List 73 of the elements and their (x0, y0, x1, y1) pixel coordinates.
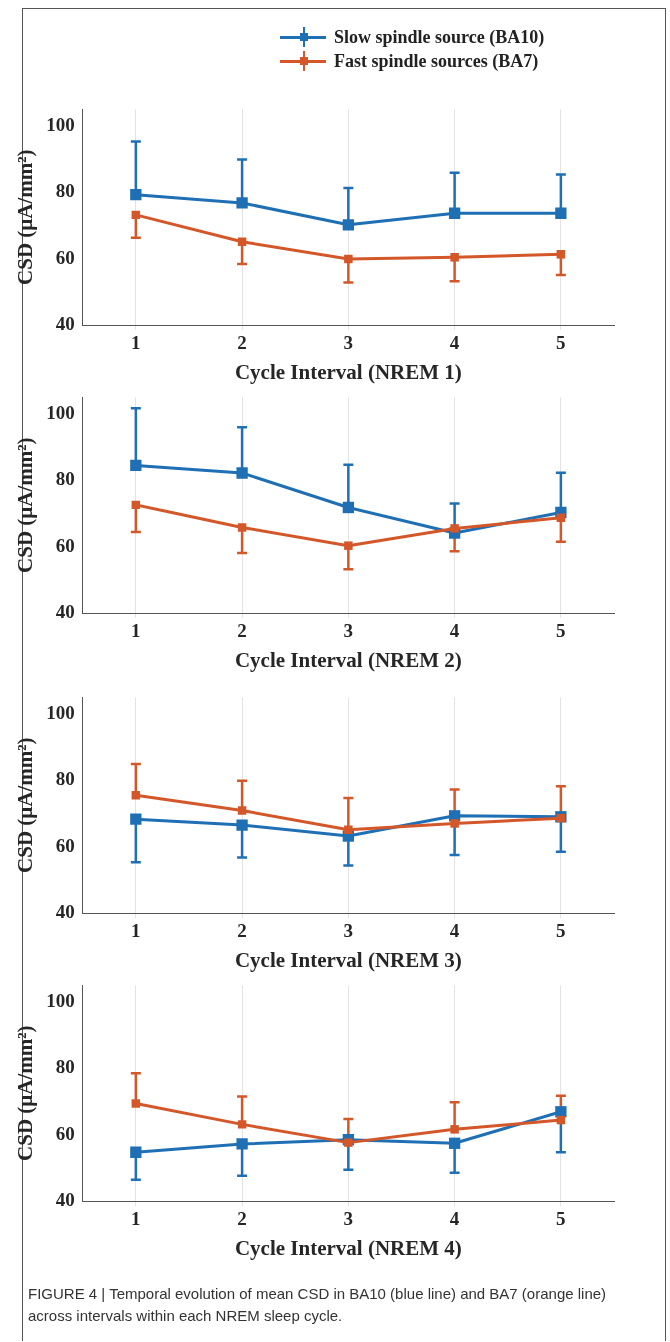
y-tick-label: 60 (55, 534, 75, 556)
point (556, 250, 566, 259)
x-tick-label: 1 (131, 920, 141, 942)
x-tick-label: 5 (556, 920, 566, 942)
y-axis-title: CSD (μA/mm²) (13, 737, 38, 873)
y-tick-label: 100 (46, 113, 75, 135)
y-tick-label: 60 (55, 834, 75, 856)
y-tick-label: 100 (46, 701, 75, 723)
y-tick-label: 80 (55, 468, 75, 490)
legend-label: Fast spindle sources (BA7) (334, 50, 539, 72)
point (130, 813, 142, 825)
point (237, 523, 247, 532)
point (131, 1099, 141, 1108)
y-tick-label: 80 (55, 180, 75, 202)
point (344, 254, 353, 264)
x-tick-label: 3 (343, 620, 354, 642)
point (450, 524, 459, 533)
point (237, 1120, 247, 1129)
x-tick-label: 3 (343, 1208, 354, 1230)
y-tick-label: 100 (46, 989, 75, 1011)
x-axis-title: Cycle Interval (NREM 4) (234, 1235, 462, 1260)
y-tick-label: 60 (55, 246, 75, 268)
point (130, 1146, 142, 1158)
y-tick-label: 40 (55, 1188, 75, 1210)
y-tick-label: 40 (55, 312, 75, 334)
x-tick-label: 1 (131, 1208, 141, 1230)
y-tick-label: 80 (55, 768, 75, 790)
point (450, 253, 459, 262)
x-tick-label: 5 (556, 332, 566, 354)
x-tick-label: 5 (556, 620, 566, 642)
point (448, 207, 461, 219)
point (344, 825, 353, 834)
y-axis-title: CSD (μA/mm²) (13, 1025, 38, 1161)
y-tick-label: 40 (55, 600, 75, 622)
x-tick-label: 1 (131, 620, 141, 642)
y-tick-label: 100 (46, 401, 75, 423)
x-tick-label: 2 (237, 920, 247, 942)
y-tick-label: 60 (55, 1122, 75, 1144)
point (130, 459, 142, 472)
point (236, 197, 248, 209)
point (236, 819, 248, 831)
x-tick-label: 4 (449, 332, 460, 354)
point (237, 806, 247, 815)
x-tick-label: 2 (237, 620, 247, 642)
x-tick-label: 2 (237, 332, 247, 354)
point (236, 467, 248, 479)
y-axis-title: CSD (μA/mm²) (13, 149, 38, 285)
point (342, 501, 355, 514)
legend-label: Slow spindle source (BA10) (334, 26, 545, 48)
caption: FIGURE 4 | Temporal evolution of mean CSD in BA10 (blue line) and BA7 (orange line) across intervals within each NREM sleep cycle. (28, 1284, 608, 1326)
x-tick-label: 1 (131, 332, 141, 354)
point (448, 1137, 461, 1149)
x-tick-label: 4 (449, 1208, 460, 1230)
y-tick-label: 80 (55, 1056, 75, 1078)
x-axis-title: Cycle Interval (NREM 2) (234, 647, 462, 672)
x-tick-label: 2 (237, 1208, 247, 1230)
y-axis-title: CSD (μA/mm²) (13, 437, 38, 573)
point (236, 1138, 248, 1150)
point (555, 207, 567, 219)
point (450, 1125, 459, 1134)
x-axis-title: Cycle Interval (NREM 1) (234, 359, 462, 384)
point (342, 219, 355, 231)
point (130, 188, 142, 201)
point (344, 541, 353, 550)
point (450, 819, 459, 828)
x-tick-label: 5 (556, 1208, 566, 1230)
x-axis-title: Cycle Interval (NREM 3) (234, 947, 462, 972)
x-tick-label: 4 (449, 920, 460, 942)
x-tick-label: 4 (449, 620, 460, 642)
y-tick-label: 40 (55, 900, 75, 922)
x-tick-label: 3 (343, 920, 354, 942)
point (344, 1138, 353, 1147)
x-tick-label: 3 (343, 332, 354, 354)
